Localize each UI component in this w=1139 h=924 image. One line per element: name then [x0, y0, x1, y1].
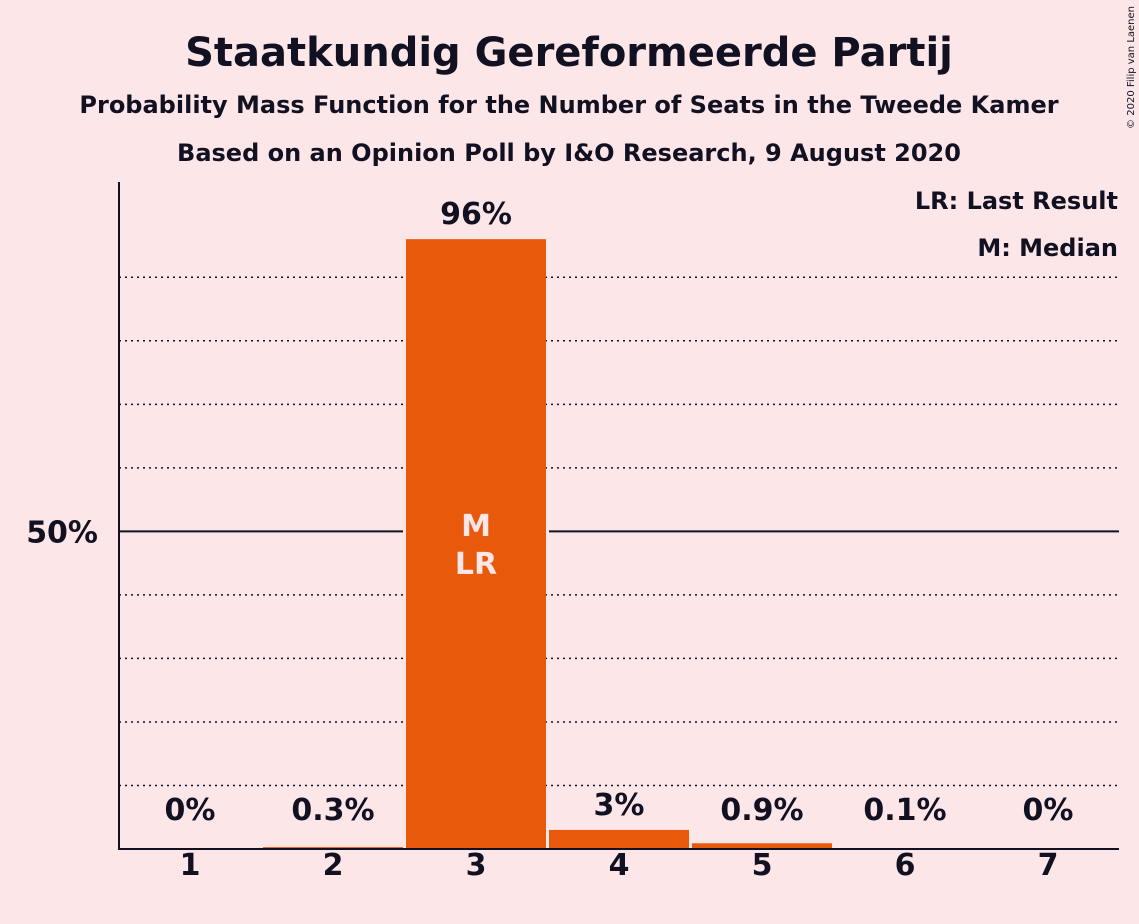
data-label-3: 96% [440, 197, 512, 232]
median-marker: M [461, 509, 491, 544]
x-tick-label-3: 3 [466, 848, 487, 883]
data-labels: 0% 0.3% 96% 3% 0.9% 0.1% 0% MLR [165, 197, 1074, 828]
x-tick-label-6: 6 [895, 848, 916, 883]
bar-4 [549, 829, 689, 849]
data-label-4: 3% [594, 788, 645, 823]
data-label-2: 0.3% [291, 793, 374, 828]
x-tick-label-1: 1 [180, 848, 201, 883]
bar-5 [692, 843, 832, 849]
chart-subtitle-source: Based on an Opinion Poll by I&O Research… [177, 139, 961, 167]
bars [263, 239, 975, 849]
legend-median: M: Median [977, 234, 1118, 262]
data-label-1: 0% [165, 793, 216, 828]
chart-title: Staatkundig Gereformeerde Partij [185, 30, 953, 76]
bar-3 [406, 239, 546, 849]
copyright-notice: © 2020 Filip van Laenen [1126, 6, 1137, 129]
x-tick-label-4: 4 [609, 848, 630, 883]
chart-subtitle: Probability Mass Function for the Number… [79, 91, 1058, 119]
last-result-marker: LR [455, 547, 497, 582]
gridlines [119, 276, 1119, 787]
data-label-6: 0.1% [863, 793, 946, 828]
x-tick-label-7: 7 [1038, 848, 1059, 883]
data-label-5: 0.9% [720, 793, 803, 828]
data-label-7: 0% [1023, 793, 1074, 828]
x-tick-label-2: 2 [323, 848, 344, 883]
x-tick-label-5: 5 [752, 848, 773, 883]
y-tick-label: 50% [26, 515, 98, 550]
x-tick-labels: 1 2 3 4 5 6 7 [180, 848, 1059, 883]
y-tick-labels: 50% [26, 515, 98, 550]
legend-last-result: LR: Last Result [915, 187, 1118, 215]
